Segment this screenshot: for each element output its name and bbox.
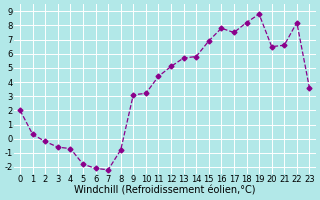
- X-axis label: Windchill (Refroidissement éolien,°C): Windchill (Refroidissement éolien,°C): [74, 186, 255, 196]
